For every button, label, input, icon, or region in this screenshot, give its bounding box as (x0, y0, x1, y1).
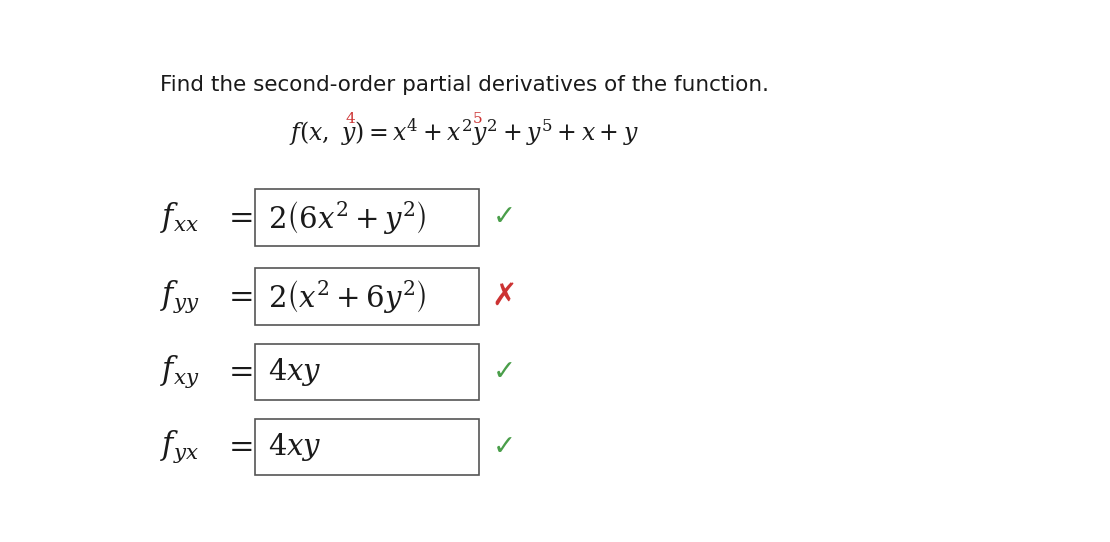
Text: ✓: ✓ (493, 358, 516, 386)
Text: ✓: ✓ (493, 203, 516, 231)
Text: $=$: $=$ (223, 282, 253, 311)
Text: $=$: $=$ (223, 357, 253, 386)
FancyBboxPatch shape (255, 268, 478, 325)
Text: $4$: $4$ (345, 111, 356, 126)
Text: $5$: $5$ (472, 111, 482, 126)
Text: $f_{xy}$: $f_{xy}$ (160, 354, 200, 390)
FancyBboxPatch shape (255, 189, 478, 246)
Text: $f_{yx}$: $f_{yx}$ (160, 429, 199, 465)
Text: $4xy$: $4xy$ (268, 431, 322, 463)
Text: $=$: $=$ (223, 433, 253, 461)
Text: $4xy$: $4xy$ (268, 356, 322, 388)
Text: $2\left(6x^2 + y^2\right)$: $2\left(6x^2 + y^2\right)$ (268, 199, 426, 236)
Text: ✓: ✓ (493, 433, 516, 461)
Text: $f(x,\ y) = x^{4} + x^{2}y^{2} + y^{5} + x + y$: $f(x,\ y) = x^{4} + x^{2}y^{2} + y^{5} +… (290, 116, 639, 147)
Text: $2\left(x^2 + 6y^2\right)$: $2\left(x^2 + 6y^2\right)$ (268, 278, 426, 315)
Text: Find the second-order partial derivatives of the function.: Find the second-order partial derivative… (160, 75, 769, 95)
FancyBboxPatch shape (255, 419, 478, 475)
Text: ✗: ✗ (492, 282, 517, 311)
Text: $=$: $=$ (223, 203, 253, 232)
Text: $f_{yy}$: $f_{yy}$ (160, 279, 200, 315)
Text: $f_{xx}$: $f_{xx}$ (160, 200, 199, 235)
FancyBboxPatch shape (255, 344, 478, 400)
